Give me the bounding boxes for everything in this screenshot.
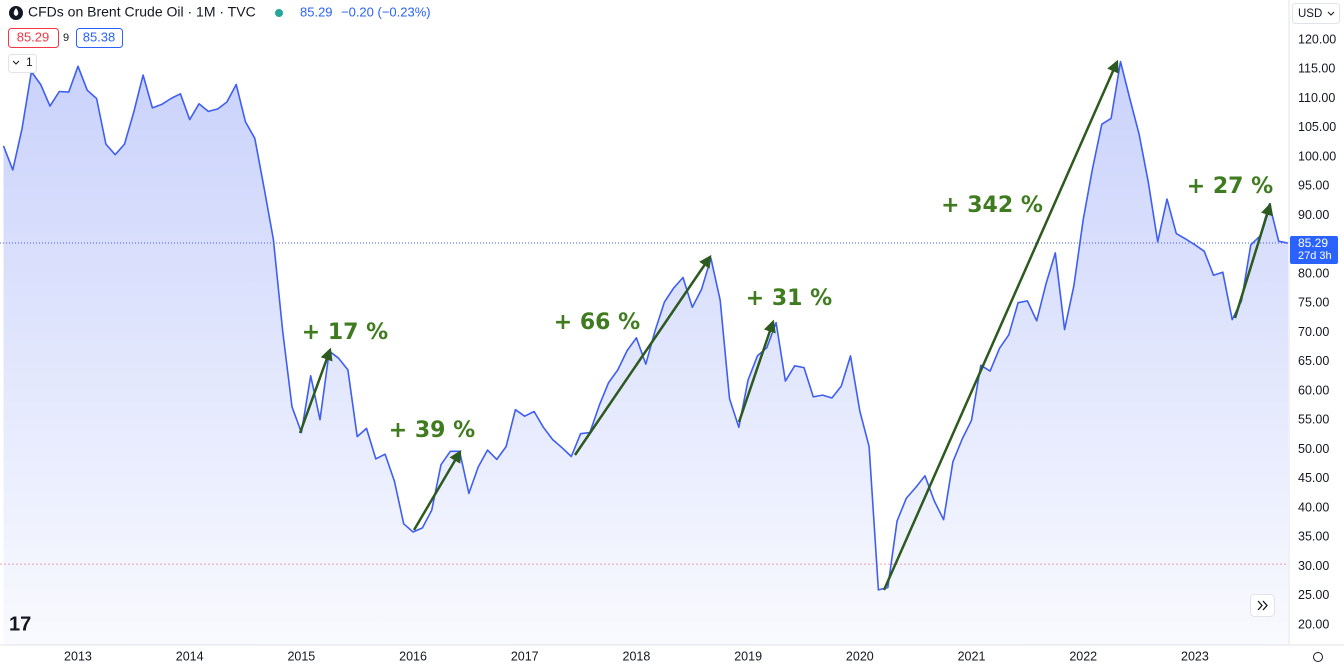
x-tick-label: 2016 (399, 649, 427, 663)
x-tick-label: 2017 (511, 649, 539, 663)
annotation: + 17 % (302, 320, 388, 345)
x-tick-label: 2021 (958, 649, 986, 663)
y-tick-label: 105.00 (1298, 120, 1336, 134)
price: 85.29 (300, 4, 333, 19)
y-tick-label: 95.00 (1298, 179, 1329, 193)
symbol-title: CFDs on Brent Crude Oil · 1M · TVC (28, 4, 256, 20)
settings-icon[interactable] (1313, 652, 1323, 662)
change: −0.20 (−0.23%) (341, 4, 431, 19)
x-tick-label: 2023 (1181, 649, 1209, 663)
status-dot (275, 9, 283, 17)
y-tick-label: 45.00 (1298, 471, 1329, 485)
y-tick-label: 55.00 (1298, 413, 1329, 427)
y-tick-label: 110.00 (1298, 91, 1335, 105)
y-tick-label: 70.00 (1298, 325, 1329, 339)
x-tick-label: 2013 (64, 649, 92, 663)
price-tag-value: 85.29 (1298, 236, 1328, 250)
countdown: 27d 3h (1298, 250, 1332, 262)
x-tick-label: 2022 (1069, 649, 1097, 663)
annotation-arrow (1233, 202, 1274, 319)
plot-area (0, 60, 1289, 646)
ask: 85.38 (83, 29, 116, 44)
y-tick-label: 65.00 (1298, 354, 1329, 368)
x-tick-label: 2018 (623, 649, 651, 663)
y-tick-label: 30.00 (1298, 559, 1329, 573)
y-tick-label: 115.00 (1298, 62, 1335, 76)
annotation-arrow (882, 59, 1119, 591)
annotation-arrow (298, 347, 333, 434)
y-tick-label: 60.00 (1298, 383, 1329, 397)
line (2, 60, 1289, 591)
interval: 1 (26, 55, 33, 69)
collapse-button[interactable] (8, 54, 37, 73)
x-tick-label: 2014 (176, 649, 204, 663)
annotation: + 27 % (1187, 174, 1273, 199)
logo: 17 (9, 613, 31, 635)
y-tick-label: 20.00 (1298, 617, 1329, 631)
chevron (12, 60, 20, 65)
annotation: + 342 % (941, 193, 1043, 218)
y-tick-label: 120.00 (1298, 32, 1336, 46)
y-tick-label: 100.00 (1298, 149, 1336, 163)
y-tick-label: 25.00 (1298, 588, 1329, 602)
annotation-arrow (737, 319, 776, 423)
x-tick-label: 2019 (734, 649, 762, 663)
chevron (1327, 11, 1335, 16)
y-tick-label: 40.00 (1298, 500, 1329, 514)
currency-button[interactable] (1292, 3, 1340, 24)
y-tick-label: 50.00 (1298, 442, 1329, 456)
y-tick-label: 90.00 (1298, 208, 1329, 222)
x-tick-label: 2015 (287, 649, 315, 663)
annotation-arrow (573, 254, 712, 456)
y-tick-label: 75.00 (1298, 296, 1329, 310)
x-tick-label: 2020 (846, 649, 874, 663)
price-tag (1290, 236, 1338, 265)
scroll-icon (1257, 600, 1268, 611)
bid-box[interactable] (8, 28, 59, 48)
annotation: + 31 % (746, 286, 832, 311)
currency: USD (1298, 8, 1322, 20)
annotation-arrow (412, 449, 462, 531)
y-tick-label: 80.00 (1298, 266, 1329, 280)
area (3, 61, 1288, 646)
spread: 9 (63, 32, 69, 44)
annotation: + 66 % (554, 310, 640, 335)
bid: 85.29 (17, 29, 50, 44)
ask-box[interactable] (76, 28, 123, 48)
y-tick-label: 35.00 (1298, 530, 1329, 544)
symbol-icon (13, 8, 19, 16)
annotation: + 39 % (389, 418, 475, 443)
